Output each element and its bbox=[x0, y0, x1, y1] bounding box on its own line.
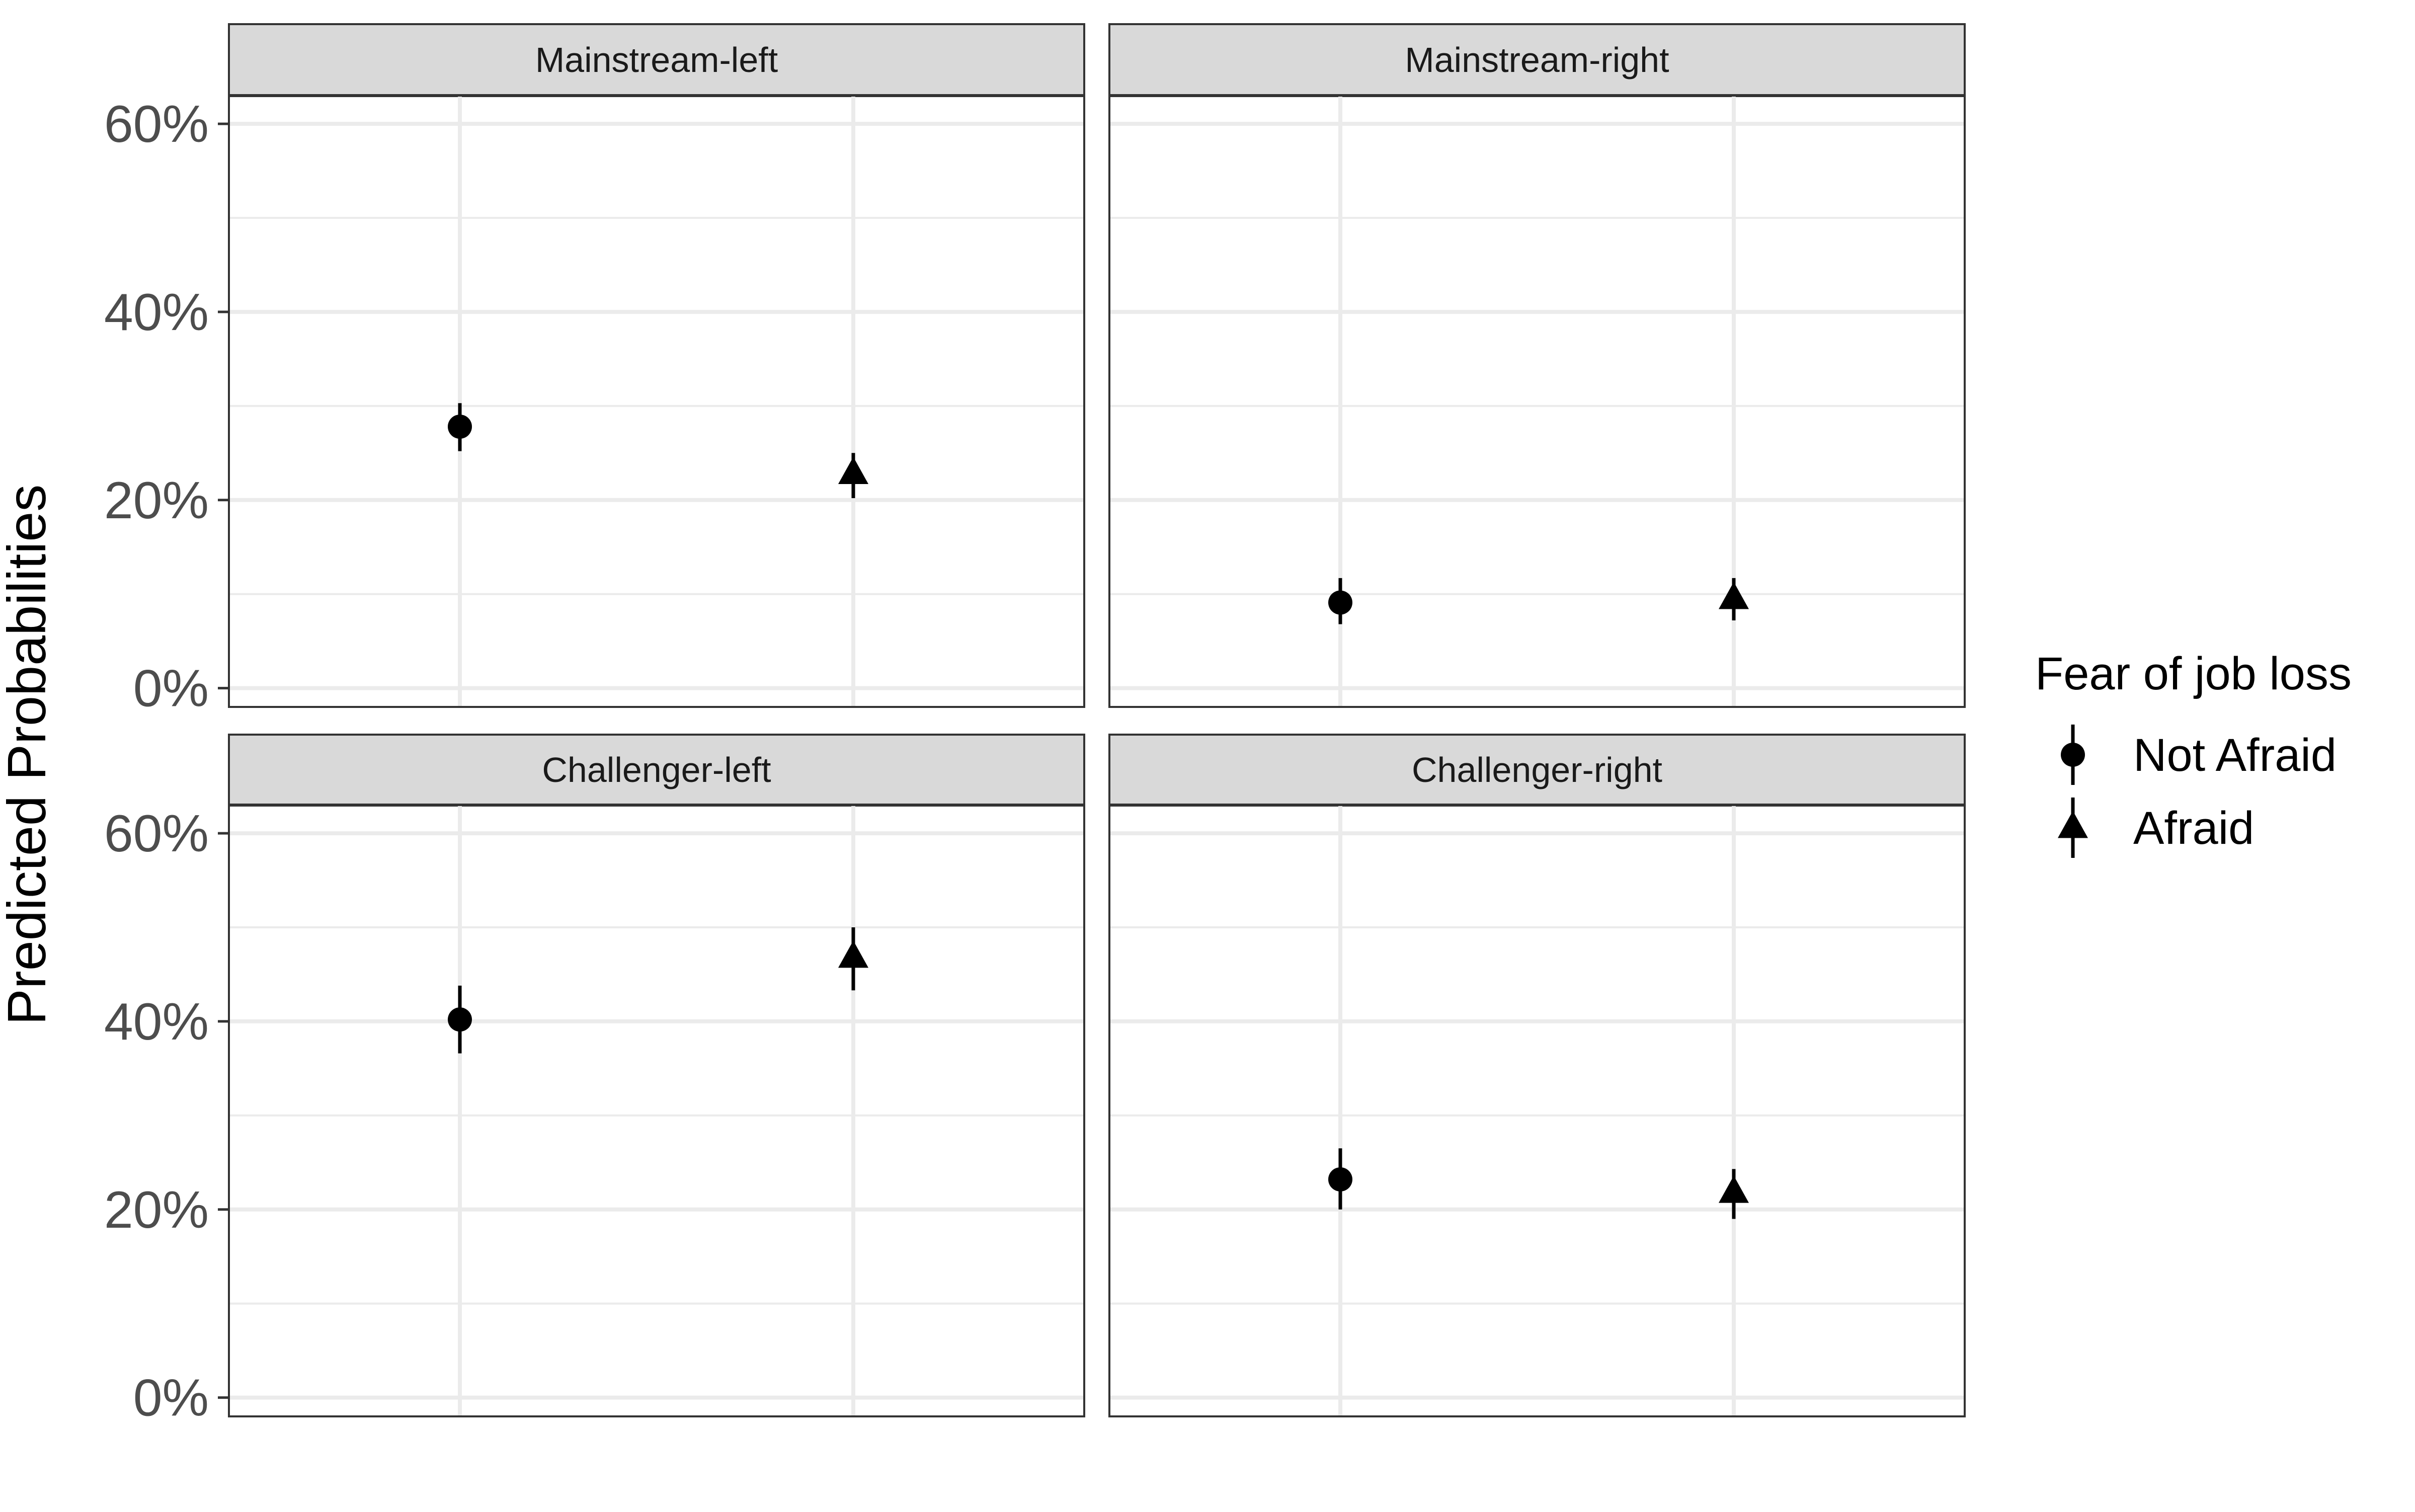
legend-title: Fear of job loss bbox=[2035, 648, 2352, 699]
strip-mainstream-left bbox=[228, 23, 1085, 97]
legend-entry-afraid: Afraid bbox=[2058, 798, 2254, 858]
strip-label-mainstream-left: Mainstream-left bbox=[535, 40, 778, 79]
y-axis-title: Predicted Probabilities bbox=[0, 485, 57, 1025]
circle-marker bbox=[448, 414, 472, 439]
panel-challenger-right: Challenger-right bbox=[1108, 734, 1966, 1417]
y-tick-label: 20% bbox=[104, 471, 209, 530]
legend-circle-marker bbox=[2061, 743, 2085, 767]
y-tick-label: 60% bbox=[104, 805, 209, 863]
legend-entries: Not Afraid Afraid bbox=[2058, 725, 2337, 858]
strip-label-mainstream-right: Mainstream-right bbox=[1405, 40, 1669, 79]
panels-layer: Mainstream-left 0% 20% 40% 60% Mainstream-rig… bbox=[104, 23, 1966, 1427]
y-tick-label: 40% bbox=[104, 283, 209, 342]
point-mainstream-right-afraid bbox=[1719, 578, 1749, 621]
panel-border bbox=[228, 95, 1085, 708]
legend-entry-not-afraid: Not Afraid bbox=[2061, 725, 2337, 785]
y-tick-label: 0% bbox=[133, 660, 209, 718]
strip-challenger-right bbox=[1108, 734, 1966, 806]
point-challenger-left-afraid bbox=[838, 927, 868, 991]
point-challenger-right-not-afraid bbox=[1328, 1148, 1352, 1210]
point-mainstream-right-not-afraid bbox=[1328, 578, 1352, 624]
panel-mainstream-right: Mainstream-right bbox=[1108, 23, 1966, 708]
y-tick-label: 20% bbox=[104, 1181, 209, 1239]
point-challenger-left-not-afraid bbox=[448, 985, 472, 1054]
legend-label-not-afraid: Not Afraid bbox=[2133, 730, 2337, 781]
circle-marker bbox=[448, 1007, 472, 1032]
panel-border bbox=[1108, 804, 1966, 1417]
strip-label-challenger-left: Challenger-left bbox=[542, 750, 771, 789]
panel-border bbox=[1108, 95, 1966, 708]
triangle-marker bbox=[1719, 1175, 1749, 1203]
legend-triangle-marker bbox=[2058, 811, 2088, 838]
triangle-marker bbox=[838, 456, 868, 484]
y-tick-label: 60% bbox=[104, 95, 209, 153]
panel-border bbox=[228, 804, 1085, 1417]
strip-label-challenger-right: Challenger-right bbox=[1412, 750, 1662, 789]
panel-mainstream-left: Mainstream-left 0% 20% 40% 60% bbox=[104, 23, 1085, 718]
legend: Fear of job loss Not Afraid Afraid bbox=[2035, 648, 2352, 858]
triangle-marker bbox=[838, 940, 868, 968]
panel-challenger-left: Challenger-left 0% 20% 40% 60% bbox=[104, 734, 1085, 1427]
point-mainstream-left-afraid bbox=[838, 453, 868, 499]
y-tick-label: 40% bbox=[104, 993, 209, 1051]
legend-label-afraid: Afraid bbox=[2133, 803, 2254, 854]
circle-marker bbox=[1328, 590, 1352, 615]
point-mainstream-left-not-afraid bbox=[448, 403, 472, 451]
triangle-marker bbox=[1719, 582, 1749, 609]
y-tick-label: 0% bbox=[133, 1369, 209, 1427]
point-challenger-right-afraid bbox=[1719, 1169, 1749, 1219]
circle-marker bbox=[1328, 1167, 1352, 1191]
